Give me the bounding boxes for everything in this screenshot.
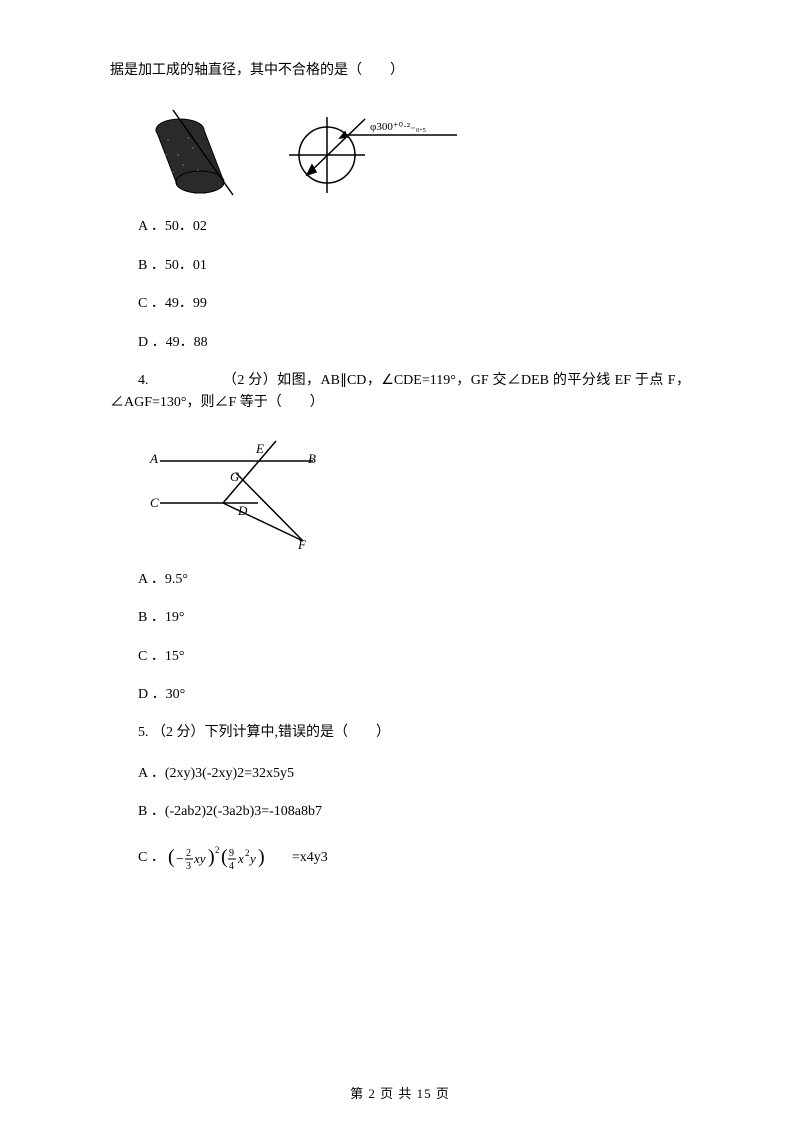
svg-text:xy: xy [193, 851, 206, 866]
label-D: D [237, 503, 248, 518]
q3-option-c: C ．49．99 [138, 293, 690, 315]
svg-text:x: x [237, 851, 244, 866]
q3-option-b: B ．50．01 [138, 255, 690, 277]
circle-dimension-figure: φ300⁺⁰·²₋₀.₅ [282, 105, 462, 195]
q3-option-a: A ．50．02 [138, 216, 690, 238]
svg-text:(: ( [168, 846, 175, 868]
q4-option-b: B ．19° [138, 607, 690, 629]
q5-option-c-suffix: =x4y3 [292, 851, 328, 866]
label-E: E [255, 441, 264, 456]
page-footer: 第 2 页 共 15 页 [0, 1083, 800, 1102]
q5-formula-c: ( − 2 3 xy ) 2 ( 9 4 x 2 y ) [168, 839, 288, 877]
svg-text:2: 2 [215, 845, 220, 855]
label-G: G [230, 469, 240, 484]
q5-option-a: A ．(2xy)3(-2xy)2=32x5y5 [138, 763, 690, 785]
q5-stem: 5. （2 分）下列计算中,错误的是（ ） [110, 722, 690, 744]
q5-option-c-prefix: C ． [138, 851, 165, 866]
svg-text:−: − [176, 852, 184, 867]
q4-stem: 4. （2 分）如图，AB∥CD，∠CDE=119°，GF 交∠DEB 的平分线… [110, 370, 690, 415]
svg-text:4: 4 [229, 861, 234, 872]
svg-text:): ) [258, 846, 265, 868]
label-F: F [297, 537, 307, 552]
q3-stem: 据是加工成的轴直径，其中不合格的是（ ） [110, 60, 690, 82]
svg-text:9: 9 [229, 848, 234, 859]
q5-stem-text: （2 分）下列计算中,错误的是（ ） [152, 725, 390, 740]
label-B: B [308, 451, 316, 466]
dimension-text: φ300⁺⁰·²₋₀.₅ [370, 121, 426, 133]
svg-text:2: 2 [186, 848, 191, 859]
q4-option-d: D ．30° [138, 684, 690, 706]
q4-option-a: A ．9.5° [138, 569, 690, 591]
cylinder-figure [138, 100, 258, 200]
svg-text:): ) [208, 846, 215, 868]
svg-text:(: ( [221, 846, 228, 868]
q5-num: 5. [138, 725, 149, 740]
q4-option-c: C ．15° [138, 646, 690, 668]
q4-stem-text: （2 分）如图，AB∥CD，∠CDE=119°，GF 交∠DEB 的平分线 EF… [110, 373, 690, 410]
q4-num: 4. [138, 373, 149, 388]
q3-option-d: D ．49．88 [138, 332, 690, 354]
svg-text:3: 3 [186, 861, 191, 872]
label-A: A [149, 451, 158, 466]
svg-text:y: y [248, 851, 256, 866]
svg-text:2: 2 [245, 848, 250, 858]
q5-option-c: C ． ( − 2 3 xy ) 2 ( 9 4 x 2 [138, 839, 690, 877]
label-C: C [150, 495, 159, 510]
q5-option-b: B ．(-2ab2)2(-3a2b)3=-108a8b7 [138, 801, 690, 823]
q4-figure: A E B G C D F [138, 433, 690, 553]
q3-figure-row: φ300⁺⁰·²₋₀.₅ [138, 100, 690, 200]
